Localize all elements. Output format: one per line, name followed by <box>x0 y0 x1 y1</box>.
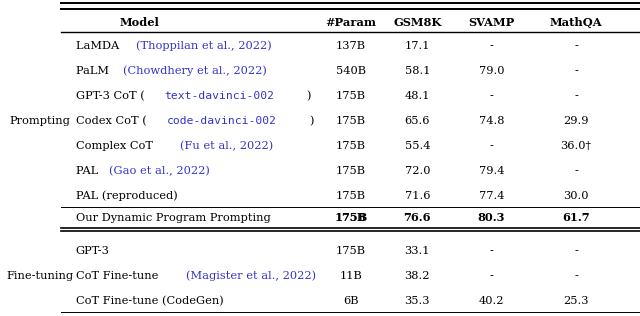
Text: 72.0: 72.0 <box>404 166 430 176</box>
Text: (Fu et al., 2022): (Fu et al., 2022) <box>180 141 273 151</box>
Text: 17.1: 17.1 <box>404 41 430 51</box>
Text: 175B: 175B <box>334 212 367 223</box>
Text: -: - <box>574 66 578 76</box>
Text: -: - <box>490 141 493 151</box>
Text: -: - <box>490 246 493 256</box>
Text: PaLM: PaLM <box>76 66 112 76</box>
Text: -: - <box>574 271 578 281</box>
Text: 6B: 6B <box>343 296 358 306</box>
Text: 40.2: 40.2 <box>479 296 504 306</box>
Text: (Magister et al., 2022): (Magister et al., 2022) <box>186 270 317 281</box>
Text: -: - <box>490 91 493 101</box>
Text: -: - <box>574 41 578 51</box>
Text: Our Dynamic Program Prompting: Our Dynamic Program Prompting <box>76 213 270 222</box>
Text: 79.0: 79.0 <box>479 66 504 76</box>
Text: (Chowdhery et al., 2022): (Chowdhery et al., 2022) <box>123 65 267 76</box>
Text: 35.3: 35.3 <box>404 296 430 306</box>
Text: 58.1: 58.1 <box>404 66 430 76</box>
Text: 30.0: 30.0 <box>563 191 589 201</box>
Text: text-davinci-002: text-davinci-002 <box>164 91 274 101</box>
Text: GPT-3 CoT (: GPT-3 CoT ( <box>76 91 144 101</box>
Text: LaMDA: LaMDA <box>76 41 122 51</box>
Text: 80.3: 80.3 <box>478 212 505 223</box>
Text: ): ) <box>306 91 310 101</box>
Text: 11B: 11B <box>339 271 362 281</box>
Text: GSM8K: GSM8K <box>393 17 442 27</box>
Text: 175B: 175B <box>335 116 366 126</box>
Text: PAL (reproduced): PAL (reproduced) <box>76 190 177 201</box>
Text: -: - <box>490 41 493 51</box>
Text: ): ) <box>308 116 313 126</box>
Text: #Param: #Param <box>325 17 376 27</box>
Text: 540B: 540B <box>335 66 366 76</box>
Text: 38.2: 38.2 <box>404 271 430 281</box>
Text: 25.3: 25.3 <box>563 296 589 306</box>
Text: (Thoppilan et al., 2022): (Thoppilan et al., 2022) <box>136 40 272 51</box>
Text: 29.9: 29.9 <box>563 116 589 126</box>
Text: 55.4: 55.4 <box>404 141 430 151</box>
Text: (Gao et al., 2022): (Gao et al., 2022) <box>109 166 210 176</box>
Text: 79.4: 79.4 <box>479 166 504 176</box>
Text: 175B: 175B <box>335 191 366 201</box>
Text: -: - <box>574 166 578 176</box>
Text: code-davinci-002: code-davinci-002 <box>167 116 277 126</box>
Text: Complex CoT: Complex CoT <box>76 141 156 151</box>
Text: 175B: 175B <box>335 141 366 151</box>
Text: 36.0†: 36.0† <box>561 141 591 151</box>
Text: 61.7: 61.7 <box>562 212 590 223</box>
Text: -: - <box>574 246 578 256</box>
Text: CoT Fine-tune (CodeGen): CoT Fine-tune (CodeGen) <box>76 295 223 306</box>
Text: PAL: PAL <box>76 166 101 176</box>
Text: 48.1: 48.1 <box>404 91 430 101</box>
Text: 74.8: 74.8 <box>479 116 504 126</box>
Text: 175B: 175B <box>335 213 366 222</box>
Text: 33.1: 33.1 <box>404 246 430 256</box>
Text: MathQA: MathQA <box>550 16 602 28</box>
Text: 71.6: 71.6 <box>404 191 430 201</box>
Text: 137B: 137B <box>335 41 366 51</box>
Text: 175B: 175B <box>335 91 366 101</box>
Text: Model: Model <box>120 17 159 27</box>
Text: 65.6: 65.6 <box>404 116 430 126</box>
Text: 175B: 175B <box>335 246 366 256</box>
Text: CoT Fine-tune: CoT Fine-tune <box>76 271 161 281</box>
Text: 76.6: 76.6 <box>404 212 431 223</box>
Text: Prompting: Prompting <box>9 116 70 126</box>
Text: -: - <box>574 91 578 101</box>
Text: -: - <box>490 271 493 281</box>
Text: 77.4: 77.4 <box>479 191 504 201</box>
Text: 175B: 175B <box>335 166 366 176</box>
Text: GPT-3: GPT-3 <box>76 246 109 256</box>
Text: Codex CoT (: Codex CoT ( <box>76 116 147 126</box>
Text: Fine-tuning: Fine-tuning <box>6 271 73 281</box>
Text: SVAMP: SVAMP <box>468 17 515 27</box>
